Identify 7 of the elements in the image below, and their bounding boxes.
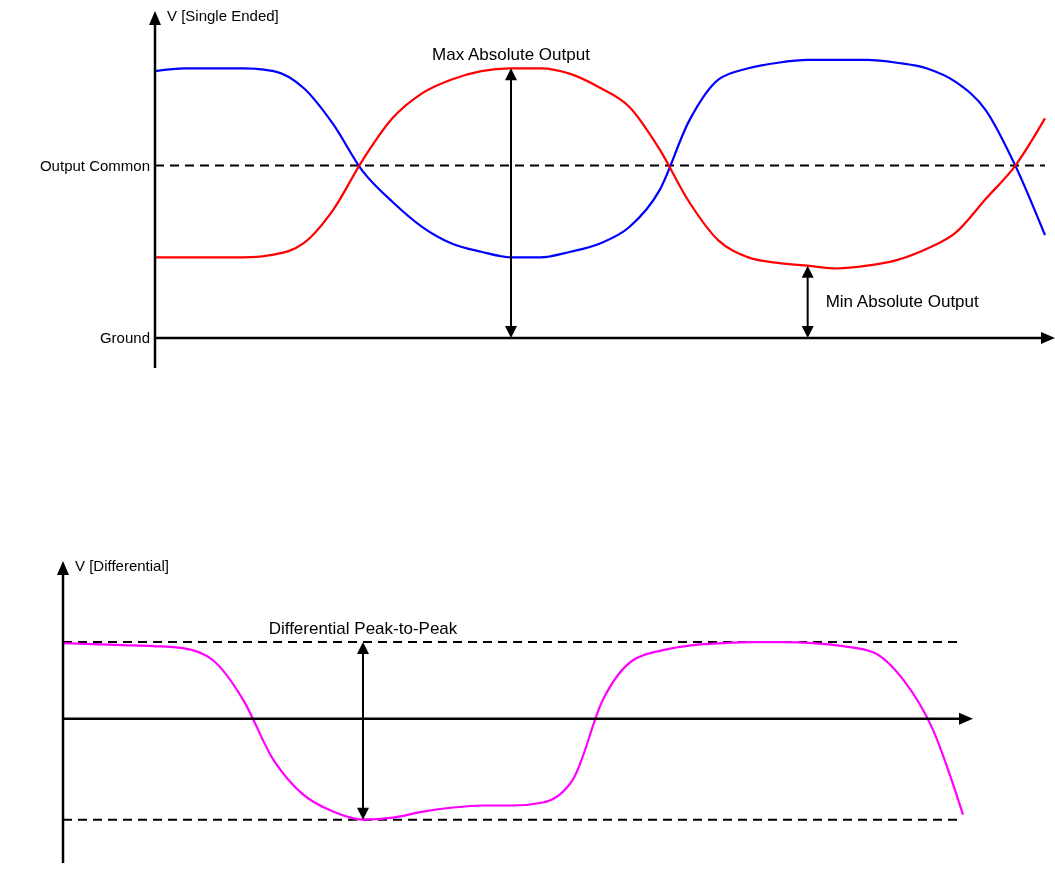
text: Differential Peak-to-Peak [268,619,458,639]
ref-line-label: Output Common [39,156,150,174]
ref-line-label: Ground [99,329,150,347]
annotation: Max Absolute Output [432,45,591,65]
y-axis-title: V [Differential] [75,557,169,574]
annotation: Min Absolute Output [825,291,980,311]
y-axis-title: V [Single Ended] [167,7,279,24]
